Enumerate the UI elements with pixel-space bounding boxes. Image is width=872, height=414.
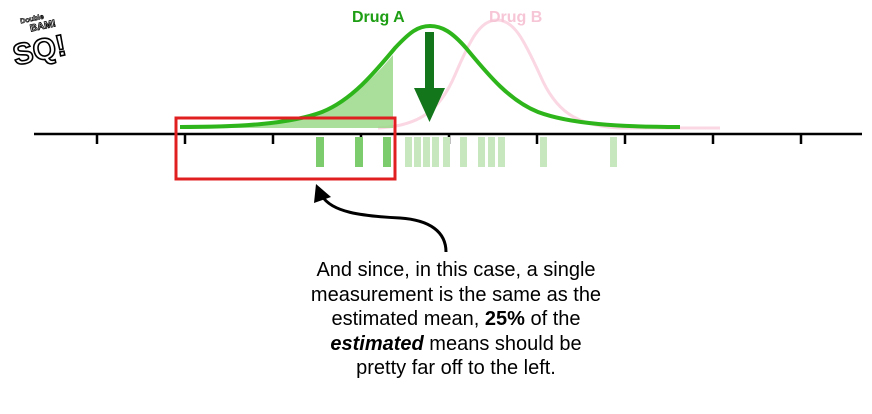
measurement-bar bbox=[610, 137, 617, 167]
measurement-bar bbox=[498, 137, 505, 167]
measurement-bar bbox=[423, 137, 430, 167]
drug-a-left-tail-shading bbox=[180, 55, 393, 128]
caption-line-4: estimated means should be bbox=[330, 332, 582, 355]
measurement-bar bbox=[478, 137, 485, 167]
left-tail-highlight-box bbox=[174, 116, 397, 181]
measurement-bars bbox=[316, 137, 617, 167]
measurement-bar bbox=[355, 137, 363, 167]
measurement-bar bbox=[383, 137, 391, 167]
measurement-bar bbox=[405, 137, 412, 167]
caption-emphasis: estimated bbox=[330, 332, 424, 355]
measurement-bar bbox=[460, 137, 467, 167]
caption-line-1: And since, in this case, a single bbox=[316, 259, 596, 281]
caption: And since, in this case, a single measur… bbox=[246, 258, 666, 381]
drug-b-label: Drug B bbox=[489, 9, 542, 26]
caption-line-3: estimated mean, 25% of the bbox=[331, 308, 581, 330]
pointer-arrow-curve bbox=[320, 195, 448, 253]
measurement-bar bbox=[414, 137, 421, 167]
measurement-bar bbox=[488, 137, 495, 167]
caption-line-2: measurement is the same as the bbox=[310, 283, 602, 306]
drug-a-label: Drug A bbox=[352, 9, 405, 26]
measurement-bar bbox=[432, 137, 439, 167]
measurement-bar bbox=[443, 137, 450, 167]
caption-line-5: pretty far off to the left. bbox=[356, 357, 556, 379]
drug-a-curve bbox=[179, 23, 681, 129]
mean-arrow-shaft bbox=[425, 32, 434, 92]
pointer-arrow-head bbox=[314, 184, 331, 203]
mean-arrow-head bbox=[414, 88, 445, 122]
caption-highlight-percent: 25% bbox=[484, 308, 525, 330]
statquest-logo: Double BAM! SQ! bbox=[9, 13, 70, 68]
measurement-bar bbox=[540, 137, 547, 167]
measurement-bar bbox=[316, 137, 324, 167]
